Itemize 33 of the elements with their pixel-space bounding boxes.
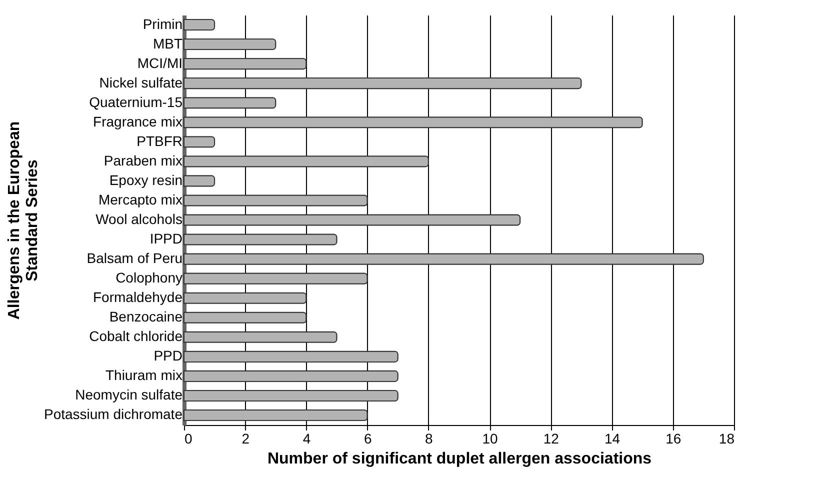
- y-axis-title: Allergens in the European Standard Series: [6, 121, 41, 320]
- x-tick-label: 18: [718, 430, 735, 446]
- x-axis-title: Number of significant duplet allergen associations: [267, 450, 652, 468]
- x-tick-label: 2: [242, 430, 250, 446]
- x-tick-label: 14: [604, 430, 620, 446]
- y-tick-label: PTBFR: [136, 132, 182, 149]
- y-tick-label: Mercapto mix: [98, 191, 182, 208]
- y-tick-label: MCI/MI: [137, 54, 182, 71]
- y-tick-label: IPPD: [150, 230, 182, 247]
- y-tick-label: Primin: [142, 16, 182, 32]
- y-tick-label: Fragrance mix: [93, 113, 182, 130]
- y-tick-label: Wool alcohols: [96, 211, 182, 227]
- y-tick-label: Cobalt chloride: [89, 328, 183, 344]
- y-tick-label: Quaternium-15: [89, 94, 183, 110]
- x-tick-label: 0: [184, 430, 192, 446]
- x-tick-label: 10: [482, 430, 498, 446]
- x-tick-label: 6: [364, 430, 372, 446]
- y-tick-label: Paraben mix: [104, 152, 182, 168]
- y-tick-label: Balsam of Peru: [86, 250, 182, 266]
- x-tick-label: 16: [666, 430, 682, 446]
- y-tick-label: Epoxy resin: [109, 172, 182, 188]
- y-tick-label: Colophony: [116, 270, 182, 286]
- y-tick-label: Potassium dichromate: [44, 406, 183, 422]
- x-tick-label: 12: [543, 430, 560, 446]
- y-tick-label: Benzocaine: [109, 308, 183, 325]
- y-tick-label: PPD: [154, 348, 182, 364]
- x-tick-label: 8: [425, 430, 434, 446]
- y-tick-label: Thiuram mix: [105, 367, 182, 384]
- y-tick-label: MBT: [152, 35, 183, 52]
- y-tick-label: Nickel sulfate: [99, 74, 183, 90]
- y-tick-label: Neomycin sulfate: [75, 386, 183, 403]
- y-tick-label: Formaldehyde: [93, 289, 183, 306]
- x-tick-label: 4: [302, 430, 311, 446]
